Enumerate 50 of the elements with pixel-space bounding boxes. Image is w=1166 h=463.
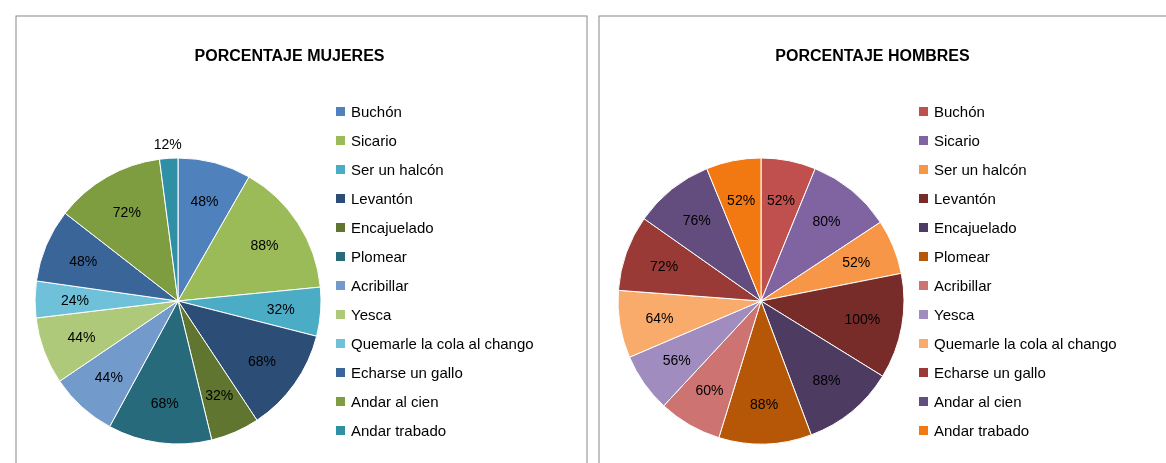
- legend-label: Yesca: [351, 306, 392, 324]
- legend-label: Ser un halcón: [351, 161, 444, 179]
- data-label: 44%: [67, 328, 96, 345]
- data-label: 64%: [645, 309, 674, 326]
- data-label: 88%: [812, 372, 841, 389]
- chart-title: PORCENTAJE MUJERES: [194, 47, 385, 64]
- legend-label: Quemarle la cola al chango: [351, 335, 534, 353]
- legend-label: Levantón: [351, 190, 413, 208]
- legend-label: Andar trabado: [351, 422, 447, 440]
- legend-label: Encajuelado: [351, 219, 434, 237]
- legend-label: Buchón: [934, 103, 985, 121]
- data-label: 32%: [266, 300, 295, 317]
- data-label: 32%: [205, 387, 234, 404]
- legend-label: Andar al cien: [351, 393, 439, 411]
- data-label: 88%: [750, 395, 779, 412]
- data-label: 72%: [112, 203, 141, 220]
- legend-label: Andar al cien: [934, 393, 1022, 411]
- data-label: 48%: [190, 193, 219, 210]
- data-label: 52%: [727, 191, 756, 208]
- data-label: 56%: [662, 352, 691, 369]
- data-label: 80%: [812, 213, 841, 230]
- data-label: 72%: [650, 258, 679, 275]
- legend-label: Echarse un gallo: [934, 364, 1046, 382]
- legend-label: Encajuelado: [934, 219, 1017, 237]
- data-label: 12%: [153, 135, 182, 152]
- data-label: 88%: [250, 236, 279, 253]
- legend-label: Quemarle la cola al chango: [934, 335, 1117, 353]
- legend-label: Ser un halcón: [934, 161, 1027, 179]
- legend-label: Sicario: [351, 132, 397, 150]
- data-label: 100%: [844, 311, 881, 328]
- data-label: 48%: [69, 252, 98, 269]
- legend-label: Andar trabado: [934, 422, 1030, 440]
- data-label: 76%: [682, 212, 711, 229]
- legend-label: Echarse un gallo: [351, 364, 463, 382]
- data-label: 44%: [94, 369, 123, 386]
- legend-label: Acribillar: [351, 277, 409, 295]
- data-label: 52%: [766, 191, 795, 208]
- legend-label: Acribillar: [934, 277, 992, 295]
- chart-title: PORCENTAJE HOMBRES: [775, 47, 971, 64]
- legend-label: Levantón: [934, 190, 996, 208]
- legend-label: Yesca: [934, 306, 975, 324]
- data-label: 52%: [842, 253, 871, 270]
- legend-label: Plomear: [934, 248, 990, 266]
- legend-label: Buchón: [351, 103, 402, 121]
- data-label: 68%: [150, 394, 179, 411]
- legend-label: Sicario: [934, 132, 980, 150]
- data-label: 60%: [695, 382, 724, 399]
- legend-label: Plomear: [351, 248, 407, 266]
- data-label: 24%: [61, 291, 90, 308]
- data-label: 68%: [247, 352, 276, 369]
